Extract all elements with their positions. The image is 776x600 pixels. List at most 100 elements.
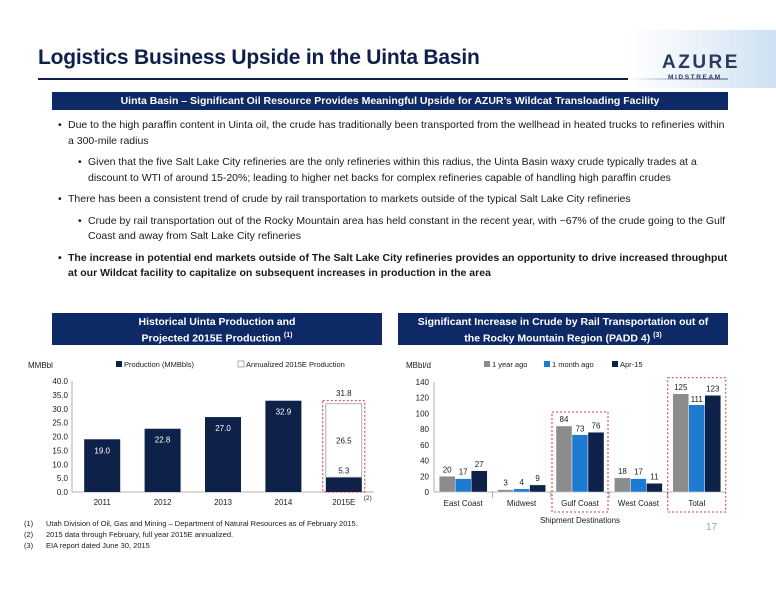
page-number: 17: [706, 522, 718, 533]
left-chart-title-line2: Projected 2015E Production (1): [141, 332, 293, 345]
x-tick-label: Total: [688, 499, 705, 508]
legend-swatch: [116, 361, 122, 367]
legend-label: Production (MMBbls): [124, 360, 195, 369]
production-bar: [144, 428, 181, 492]
legend-swatch: [612, 361, 618, 367]
data-label: 3: [503, 479, 508, 488]
bullet-item: • Due to the high paraffin content in Uin…: [56, 118, 732, 149]
rail-bar: [455, 478, 472, 493]
production-bar: [265, 400, 302, 492]
data-label: 73: [576, 425, 585, 434]
right-chart-header: Significant Increase in Crude by Rail Tr…: [398, 313, 728, 345]
production-bar: [325, 477, 362, 492]
x-tick-label: East Coast: [444, 499, 484, 508]
data-label: 20: [443, 465, 452, 474]
bullet-item: • The increase in potential end markets o…: [56, 251, 732, 282]
bullet-list: • Due to the high paraffin content in Uin…: [56, 118, 732, 288]
production-bar-chart: MMBbl Production (MMBbls) Annualized 2015E…: [28, 360, 374, 507]
legend-swatch: [237, 360, 245, 368]
legend-swatch: [484, 361, 490, 367]
section-banner: Uinta Basin – Significant Oil Resource P…: [52, 92, 728, 110]
bullet-item: • There has been a consistent trend of cr…: [56, 192, 732, 208]
bullet-text: Given that the five Salt Lake City refin…: [88, 156, 697, 184]
annualized-bar: [325, 403, 363, 478]
rail-bar: [497, 489, 514, 493]
bullet-text: The increase in potential end markets ou…: [68, 251, 728, 280]
y-tick-label: 60: [420, 441, 429, 450]
data-label: 27: [475, 460, 484, 469]
page-title: Logistics Business Upside in the Uinta B…: [38, 46, 480, 69]
data-label: 26.5: [336, 437, 352, 446]
x-tick-label: Gulf Coast: [561, 499, 600, 508]
left-chart-title-line1: Historical Uinta Production and: [138, 316, 296, 328]
right-chart-title-line2: the Rocky Mountain Region (PADD 4) (3): [464, 332, 662, 345]
data-label: 17: [459, 468, 468, 477]
right-chart-title-line1: Significant Increase in Crude by Rail Tr…: [417, 316, 709, 328]
rail-transport-bar-chart: MBbl/d 1 year ago 1 month ago Apr-15 0 20 40 60…: [406, 360, 727, 525]
rail-bar: [688, 404, 705, 493]
left-chart-header: Historical Uinta Production and Projecte…: [52, 313, 382, 345]
data-label: 9: [535, 474, 540, 483]
legend-label: 1 year ago: [492, 360, 527, 369]
data-label: 17: [634, 468, 643, 477]
y-tick-label: 80: [420, 425, 429, 434]
y-tick-label: 5.0: [57, 474, 69, 483]
bullet-text: Due to the high paraffin content in Uint…: [68, 119, 725, 147]
sub-bullet-item: • Given that the five Salt Lake City refi…: [56, 155, 732, 186]
y-tick-label: 0: [425, 488, 430, 497]
y-tick-label: 40: [420, 457, 429, 466]
x-tick-label: Midwest: [507, 499, 537, 508]
footnote-ref: (2): [364, 495, 372, 502]
x-tick-label: 2013: [214, 498, 232, 507]
rail-bar: [555, 425, 573, 493]
rail-bar: [704, 395, 721, 493]
rail-bar: [571, 434, 589, 493]
logo-subtitle: MIDSTREAM: [668, 74, 722, 81]
rail-bar: [630, 478, 647, 493]
data-label: 76: [592, 421, 601, 430]
production-bar: [84, 439, 121, 492]
y-tick-label: 10.0: [52, 460, 68, 469]
data-label: 111: [691, 395, 704, 404]
azure-logo: AZURE MIDSTREAM: [628, 30, 776, 88]
bullet-dot: •: [58, 119, 62, 131]
legend-label: Annualized 2015E Production: [246, 360, 345, 369]
footnotes: (1) Utah Division of Oil, Gas and Mining …: [24, 518, 358, 551]
rail-bar: [470, 470, 488, 493]
y-axis-label: MMBbl: [28, 361, 53, 370]
y-tick-label: 140: [416, 378, 430, 387]
bullet-dot: •: [58, 251, 62, 264]
x-tick-label: West Coast: [618, 499, 660, 508]
highlight-box: [667, 377, 727, 513]
rail-bar: [614, 477, 631, 493]
footnote: (2) 2015 data through February, full year…: [24, 530, 234, 539]
bullet-dot: •: [58, 193, 62, 205]
production-bar: [205, 417, 241, 492]
rail-bar: [646, 483, 663, 493]
x-tick-label: 2014: [275, 498, 293, 507]
x-tick-label: 2011: [94, 498, 112, 507]
rail-bar: [513, 488, 530, 493]
data-label: 19.0: [94, 446, 110, 455]
footnote-ref: (1): [283, 332, 293, 339]
y-tick-label: 100: [416, 409, 430, 418]
data-label: 5.3: [338, 466, 350, 475]
data-label: 125: [674, 383, 688, 392]
footnote: (3) EIA report dated June 30, 2015: [24, 541, 150, 550]
legend-label: 1 month ago: [552, 360, 594, 369]
y-tick-label: 20.0: [52, 433, 68, 442]
legend-label: Apr-15: [620, 360, 643, 369]
data-label: 11: [650, 472, 659, 481]
y-tick-label: 40.0: [52, 377, 68, 386]
x-tick-label: 2012: [154, 498, 172, 507]
footnote-ref: (3): [653, 332, 662, 339]
highlight-box: [322, 400, 366, 493]
rail-bar: [439, 476, 456, 493]
y-tick-label: 20: [420, 472, 429, 481]
y-tick-label: 15.0: [52, 446, 68, 455]
data-label: 32.9: [276, 408, 292, 417]
data-label: 27.0: [215, 424, 231, 433]
y-axis-label: MBbl/d: [406, 361, 431, 370]
y-tick-label: 35.0: [52, 391, 68, 400]
y-tick-label: 30.0: [52, 405, 68, 414]
